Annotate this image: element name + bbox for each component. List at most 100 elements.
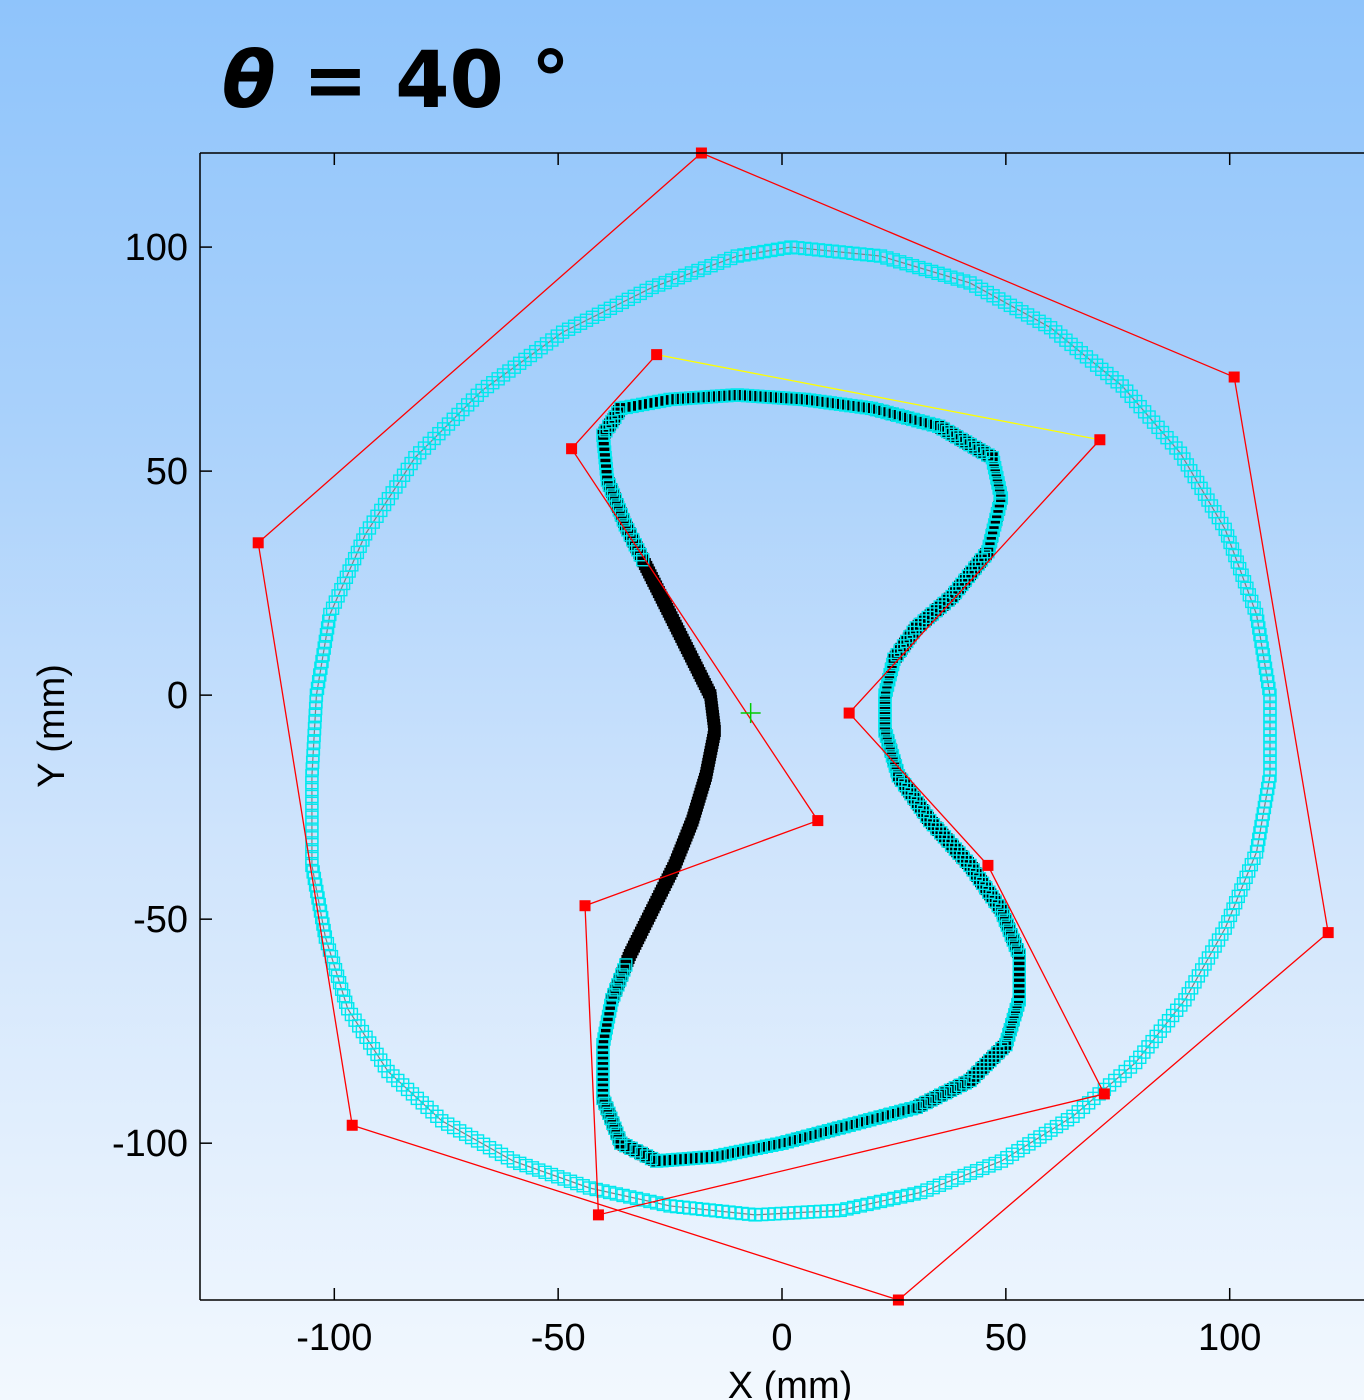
- x-tick-label: 100: [1198, 1317, 1261, 1359]
- inner-contour-marker: [958, 1076, 972, 1090]
- inner-contour-marker: [1006, 933, 1021, 947]
- outer-contour-marker: [446, 412, 460, 426]
- outer-contour-marker: [1262, 681, 1276, 696]
- inner-contour-marker: [816, 1125, 831, 1139]
- outer-contour-marker: [1161, 1014, 1176, 1028]
- outer-contour-marker: [316, 648, 330, 662]
- inner-contour-marker: [811, 1126, 825, 1141]
- inner-contour-marker: [611, 978, 625, 992]
- control-point: [346, 1119, 358, 1131]
- inner-contour-marker: [936, 422, 950, 436]
- outer-contour-marker: [1258, 661, 1273, 675]
- inner-contour-marker: [617, 963, 631, 977]
- inner-contour-marker: [602, 478, 617, 492]
- outer-contour-marker: [425, 1105, 439, 1119]
- outer-contour-marker: [602, 1185, 617, 1200]
- inner-contour-marker: [775, 1136, 789, 1150]
- inner-contour-marker: [952, 846, 966, 860]
- outer-contour-marker: [1113, 1069, 1127, 1083]
- inner-contour-marker: [880, 405, 894, 420]
- outer-contour-marker: [1249, 607, 1264, 622]
- inner-contour-marker: [633, 548, 647, 562]
- inner-contour-marker: [900, 411, 915, 425]
- outer-contour-marker: [305, 844, 319, 859]
- inner-contour-marker: [1004, 928, 1019, 942]
- inner-contour-marker: [989, 466, 1003, 480]
- outer-contour-marker: [1155, 425, 1170, 440]
- inner-contour-marker: [600, 1101, 614, 1116]
- control-point: [1228, 371, 1240, 383]
- inner-contour-marker: [739, 1143, 753, 1158]
- inner-contour-marker: [770, 1137, 784, 1151]
- inner-contour-marker: [837, 1119, 851, 1134]
- inner-control-polygon-line: [570, 354, 1106, 1216]
- inner-contour-marker: [976, 445, 991, 460]
- outer-contour-marker: [1079, 350, 1094, 364]
- outer-contour-marker: [1153, 1024, 1168, 1038]
- outer-contour-marker: [1256, 648, 1270, 662]
- outer-contour-marker: [811, 243, 826, 257]
- inner-contour-marker: [887, 652, 901, 666]
- control-point: [651, 349, 663, 361]
- outer-contour-marker: [305, 851, 319, 866]
- title-rest: = 40 °: [275, 36, 570, 126]
- inner-contour-marker: [884, 662, 899, 677]
- outer-contour-marker: [1252, 621, 1266, 635]
- outer-contour-marker: [305, 755, 320, 770]
- inner-contour-marker: [929, 603, 943, 618]
- title-symbol: θ: [222, 36, 276, 126]
- inner-contour-marker: [985, 450, 1000, 465]
- inner-contour-marker: [887, 754, 901, 768]
- outer-contour-marker: [860, 247, 874, 262]
- inner-contour-marker: [631, 543, 645, 557]
- outer-contour-marker: [1145, 1034, 1159, 1049]
- outer-contour-marker: [305, 817, 319, 831]
- outer-contour-marker: [1115, 379, 1129, 393]
- inner-contour-marker: [953, 1078, 967, 1093]
- inner-contour-marker: [718, 1147, 732, 1162]
- inner-contour-marker: [958, 435, 973, 449]
- outer-contour-marker: [1263, 722, 1277, 736]
- outer-control-polygon-line: [257, 152, 1329, 1301]
- inner-contour-marker: [626, 533, 640, 547]
- outer-contour-marker: [846, 246, 860, 260]
- outer-contour-marker: [417, 441, 432, 455]
- outer-contour-marker: [798, 241, 812, 256]
- outer-contour-marker: [441, 417, 456, 431]
- outer-contour-marker: [305, 838, 319, 852]
- inner-contour-marker: [713, 1148, 727, 1163]
- inner-contour-marker: [1010, 943, 1024, 957]
- outer-contour-marker: [1049, 325, 1063, 339]
- outer-contour-marker: [1263, 742, 1277, 756]
- outer-contour-marker: [656, 1197, 671, 1212]
- inner-contour-marker: [990, 471, 1004, 485]
- inner-contour-marker: [847, 1117, 862, 1131]
- inner-contour-marker: [926, 418, 941, 432]
- inner-contour-marker: [894, 1104, 908, 1119]
- outer-contour-marker: [887, 1191, 901, 1206]
- outer-contour-marker: [1263, 748, 1277, 763]
- inner-contour-marker: [621, 523, 635, 537]
- inner-contour-marker: [873, 1110, 887, 1124]
- outer-contour-marker: [846, 1200, 861, 1215]
- inner-contour-marker: [884, 744, 898, 758]
- outer-contour-marker: [308, 708, 322, 722]
- outer-contour-marker: [1076, 1100, 1091, 1115]
- outer-contour-marker: [307, 722, 322, 736]
- inner-contour-marker: [979, 1057, 993, 1072]
- inner-contour-marker: [919, 809, 934, 823]
- outer-contour-marker: [832, 245, 846, 259]
- outer-contour-marker: [314, 661, 328, 675]
- x-axis-label: X (mm): [728, 1365, 853, 1400]
- inner-contour-marker: [749, 1141, 763, 1156]
- outer-contour-marker: [307, 728, 321, 743]
- outer-contour-marker: [1263, 755, 1277, 770]
- outer-contour-marker: [1118, 1064, 1132, 1079]
- inner-contour-marker: [921, 610, 935, 625]
- inner-contour-marker: [832, 1121, 846, 1135]
- outer-contour-marker: [432, 426, 446, 441]
- inner-contour-marker: [882, 673, 896, 687]
- outer-contour-marker: [1263, 728, 1277, 743]
- outer-contour-marker: [1064, 337, 1078, 352]
